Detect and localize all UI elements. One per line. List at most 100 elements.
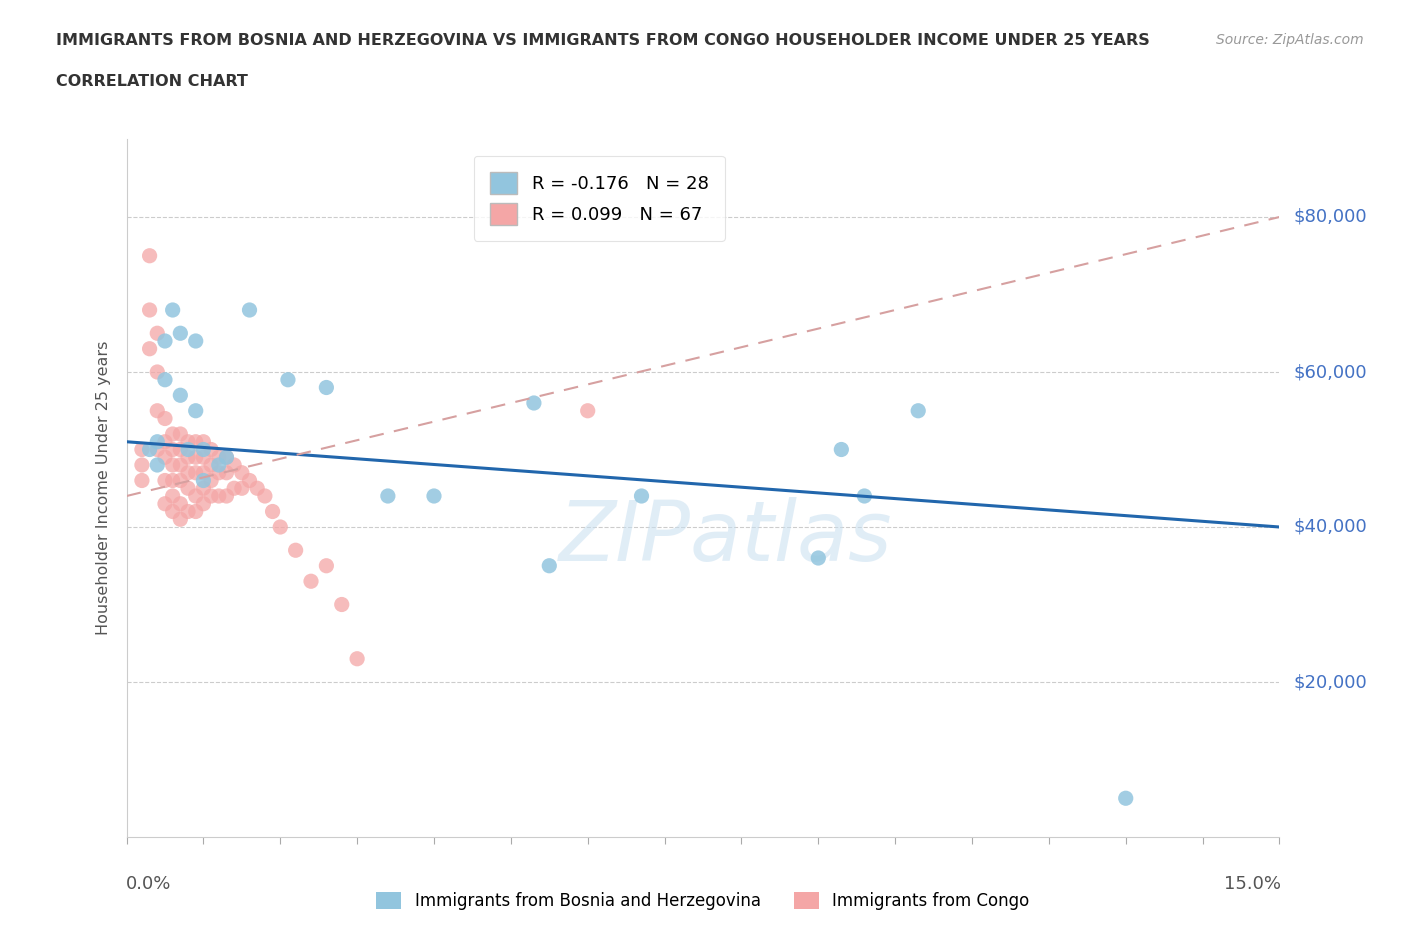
Point	[162, 473, 184, 488]
Point	[177, 434, 200, 449]
Point	[277, 372, 299, 387]
Point	[208, 488, 231, 503]
Point	[131, 442, 153, 457]
Point	[193, 465, 215, 480]
Point	[169, 473, 191, 488]
Point	[215, 488, 238, 503]
Text: ZIPatlas: ZIPatlas	[560, 497, 893, 578]
Point	[146, 404, 169, 418]
Point	[153, 411, 176, 426]
Point	[208, 450, 231, 465]
Point	[215, 465, 238, 480]
Point	[538, 558, 561, 573]
Point	[200, 442, 222, 457]
Point	[377, 488, 399, 503]
Point	[162, 458, 184, 472]
Point	[193, 473, 215, 488]
Point	[153, 434, 176, 449]
Point	[238, 302, 260, 317]
Point	[246, 481, 269, 496]
Point	[138, 341, 160, 356]
Point	[162, 302, 184, 317]
Point	[169, 442, 191, 457]
Point	[346, 651, 368, 666]
Point	[269, 520, 291, 535]
Point	[262, 504, 284, 519]
Point	[200, 458, 222, 472]
Point	[169, 326, 191, 340]
Point	[200, 488, 222, 503]
Point	[146, 326, 169, 340]
Point	[177, 465, 200, 480]
Point	[169, 458, 191, 472]
Text: $40,000: $40,000	[1294, 518, 1367, 536]
Point	[177, 481, 200, 496]
Y-axis label: Householder Income Under 25 years: Householder Income Under 25 years	[96, 341, 111, 635]
Point	[184, 404, 207, 418]
Point	[193, 497, 215, 512]
Point	[299, 574, 322, 589]
Point	[330, 597, 353, 612]
Point	[423, 488, 446, 503]
Point	[224, 481, 246, 496]
Point	[193, 442, 215, 457]
Point	[630, 488, 652, 503]
Text: CORRELATION CHART: CORRELATION CHART	[56, 74, 247, 89]
Point	[169, 512, 191, 526]
Point	[169, 388, 191, 403]
Text: $60,000: $60,000	[1294, 363, 1367, 381]
Point	[215, 450, 238, 465]
Point	[184, 334, 207, 349]
Point	[200, 473, 222, 488]
Text: $80,000: $80,000	[1294, 208, 1367, 226]
Text: 15.0%: 15.0%	[1223, 875, 1281, 894]
Point	[1115, 790, 1137, 805]
Point	[138, 442, 160, 457]
Point	[184, 465, 207, 480]
Point	[138, 248, 160, 263]
Point	[131, 458, 153, 472]
Point	[162, 427, 184, 442]
Point	[253, 488, 276, 503]
Point	[153, 334, 176, 349]
Point	[224, 458, 246, 472]
Point	[146, 434, 169, 449]
Point	[177, 504, 200, 519]
Point	[238, 473, 260, 488]
Point	[853, 488, 876, 503]
Point	[131, 473, 153, 488]
Point	[907, 404, 929, 418]
Point	[146, 442, 169, 457]
Point	[177, 450, 200, 465]
Point	[193, 450, 215, 465]
Point	[184, 504, 207, 519]
Point	[193, 434, 215, 449]
Text: 0.0%: 0.0%	[125, 875, 170, 894]
Point	[523, 395, 546, 410]
Text: $20,000: $20,000	[1294, 673, 1367, 691]
Text: Source: ZipAtlas.com: Source: ZipAtlas.com	[1216, 33, 1364, 46]
Point	[153, 473, 176, 488]
Point	[146, 458, 169, 472]
Text: IMMIGRANTS FROM BOSNIA AND HERZEGOVINA VS IMMIGRANTS FROM CONGO HOUSEHOLDER INCO: IMMIGRANTS FROM BOSNIA AND HERZEGOVINA V…	[56, 33, 1150, 47]
Point	[184, 488, 207, 503]
Point	[830, 442, 852, 457]
Point	[315, 558, 337, 573]
Legend: R = -0.176   N = 28, R = 0.099   N = 67: R = -0.176 N = 28, R = 0.099 N = 67	[474, 155, 724, 241]
Point	[153, 450, 176, 465]
Point	[153, 497, 176, 512]
Point	[177, 442, 200, 457]
Point	[576, 404, 599, 418]
Point	[315, 380, 337, 395]
Point	[162, 488, 184, 503]
Point	[138, 302, 160, 317]
Point	[208, 458, 231, 472]
Point	[184, 434, 207, 449]
Point	[184, 450, 207, 465]
Point	[284, 543, 307, 558]
Point	[193, 481, 215, 496]
Point	[807, 551, 830, 565]
Point	[231, 465, 253, 480]
Point	[169, 497, 191, 512]
Point	[162, 504, 184, 519]
